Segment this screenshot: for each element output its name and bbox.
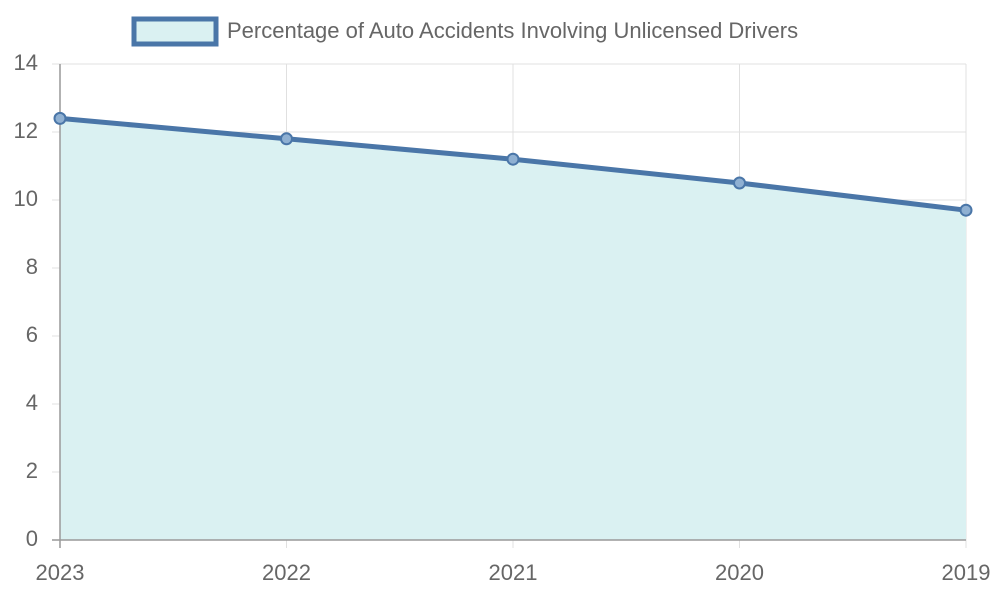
- y-tick-label: 2: [26, 458, 38, 483]
- legend-label: Percentage of Auto Accidents Involving U…: [227, 18, 798, 43]
- legend-swatch: [131, 16, 219, 47]
- y-tick-label: 10: [14, 186, 38, 211]
- y-tick-label: 12: [14, 118, 38, 143]
- y-tick-label: 6: [26, 322, 38, 347]
- x-tick-label: 2023: [36, 560, 85, 585]
- x-tick-label: 2021: [489, 560, 538, 585]
- x-tick-label: 2022: [262, 560, 311, 585]
- point: [959, 203, 973, 217]
- y-tick-label: 0: [26, 526, 38, 551]
- y-tick-label: 14: [14, 50, 38, 75]
- point: [280, 132, 293, 146]
- x-tick-label: 2020: [715, 560, 764, 585]
- point: [733, 176, 746, 190]
- area: [60, 118, 966, 541]
- y-tick-label: 4: [26, 390, 38, 415]
- x-tick-label: 2019: [942, 560, 991, 585]
- point: [53, 111, 67, 125]
- point: [506, 152, 520, 166]
- y-tick-label: 8: [26, 254, 38, 279]
